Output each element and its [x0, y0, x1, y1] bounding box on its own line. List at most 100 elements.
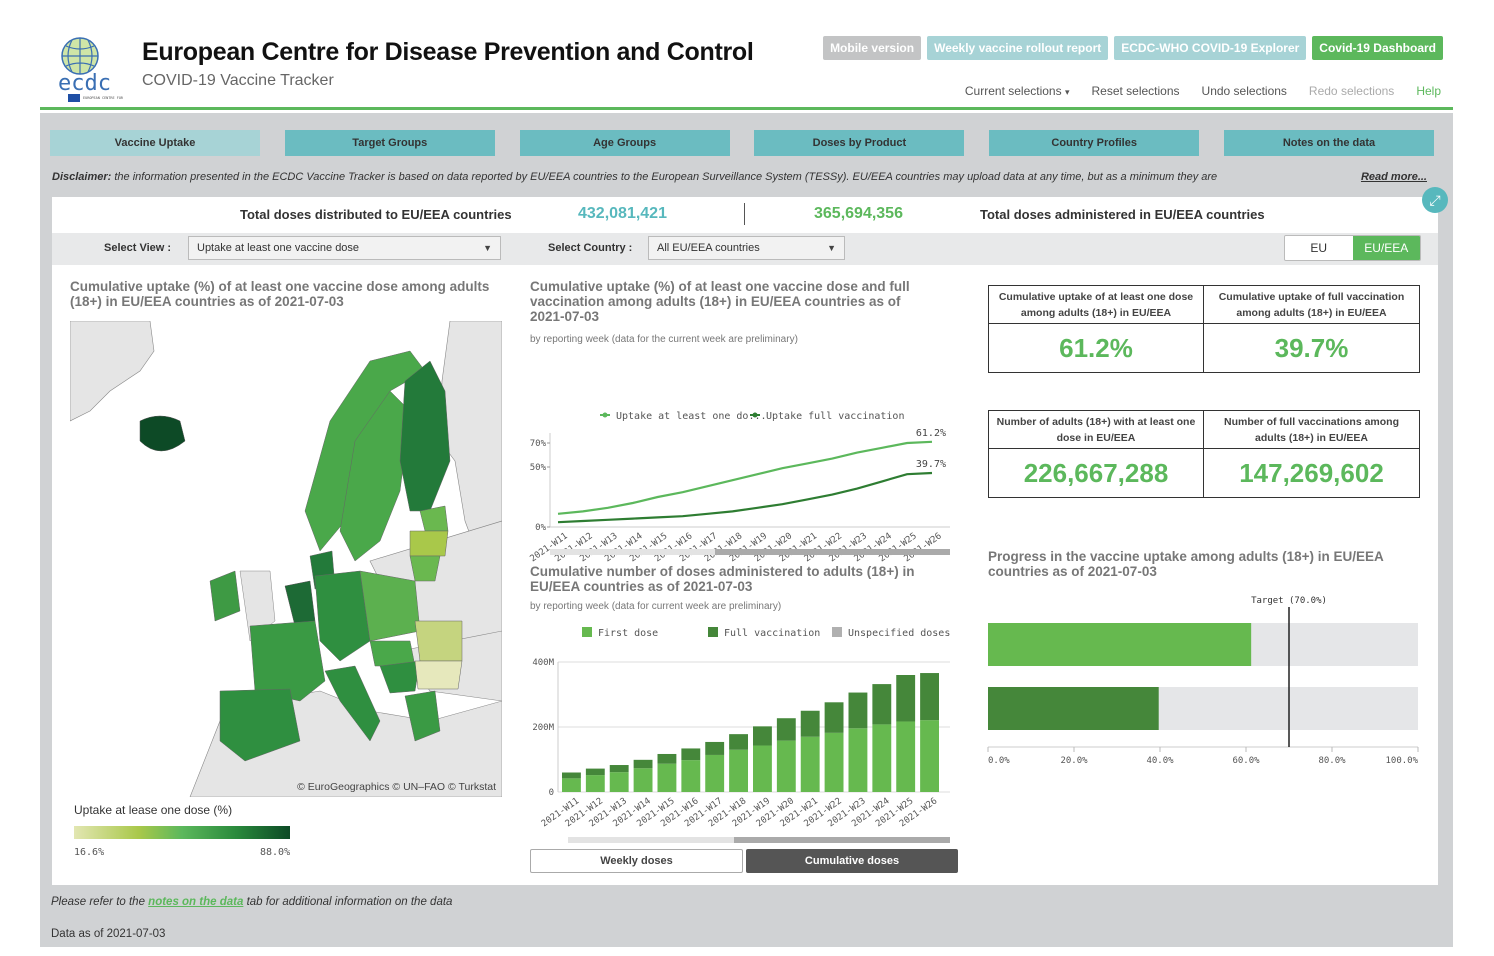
tab-notes-on-data[interactable]: Notes on the data: [1223, 130, 1434, 156]
weekly-doses-button[interactable]: Weekly doses: [530, 849, 743, 873]
tab-target-groups[interactable]: Target Groups: [284, 130, 495, 156]
disclaimer: Disclaimer: the information presented in…: [52, 171, 1217, 183]
toggle-eu[interactable]: EU: [1285, 236, 1353, 260]
app-subtitle: COVID-19 Vaccine Tracker: [142, 72, 334, 89]
disclaimer-prefix: Disclaimer:: [52, 171, 112, 183]
bar-segment: [585, 775, 605, 792]
selection-nav: Current selections ▾ Reset selections Un…: [965, 84, 1441, 98]
series-line: [557, 440, 933, 515]
toggle-eu-eea[interactable]: EU/EEA: [1352, 236, 1420, 260]
x-tick-label: 60.0%: [1232, 756, 1260, 765]
line-chart[interactable]: Uptake at least one do... Uptake full vac…: [522, 367, 962, 567]
map-legend-title: Uptake at lease one dose (%): [74, 803, 233, 817]
redo-selections-link[interactable]: Redo selections: [1308, 84, 1395, 98]
y-tick-label: 70%: [530, 439, 547, 449]
notes-on-data-link[interactable]: notes on the data: [148, 896, 244, 908]
dropdown-arrow-icon: ▼: [483, 243, 492, 253]
y-tick-label: 0%: [535, 523, 546, 533]
kpi-adult-counts: Number of adults (18+) with at least one…: [988, 410, 1420, 498]
divider: [744, 203, 745, 225]
administered-value: 365,694,356: [814, 205, 903, 222]
tab-doses-by-product[interactable]: Doses by Product: [754, 130, 965, 156]
kpi-label: Number of adults (18+) with at least one…: [989, 411, 1203, 449]
legend-label: Uptake full vaccination: [766, 411, 904, 422]
bar-segment: [776, 718, 796, 741]
legend-dot: [752, 412, 758, 418]
footer-note: Please refer to the notes on the data ta…: [51, 896, 452, 908]
x-tick-label: 40.0%: [1146, 756, 1174, 765]
bar-segment: [657, 753, 677, 764]
bar-segment: [776, 740, 796, 792]
scrollbar-thumb: [715, 549, 950, 555]
header: ecdc EUROPEAN CENTRE FOR European Centre…: [40, 0, 1453, 110]
filters-bar: Select View : Uptake at least one vaccin…: [52, 233, 1438, 265]
legend-label: Uptake at least one do...: [616, 411, 767, 422]
footer-post: tab for additional information on the da…: [243, 896, 453, 908]
x-tick-label: 80.0%: [1318, 756, 1346, 765]
reset-selections-link[interactable]: Reset selections: [1091, 84, 1180, 98]
legend-label: Full vaccination: [724, 628, 820, 639]
target-label: Target (70.0%): [1251, 596, 1327, 606]
bar-segment: [633, 768, 653, 792]
bar-segment: [753, 726, 772, 746]
svg-text:EUROPEAN CENTRE FOR: EUROPEAN CENTRE FOR: [83, 96, 124, 100]
kpi-label: Number of full vaccinations among adults…: [1204, 411, 1419, 449]
bar-chart[interactable]: First dose Full vaccination Unspecified do…: [522, 622, 962, 844]
tab-country-profiles[interactable]: Country Profiles: [989, 130, 1200, 156]
weekly-report-button[interactable]: Weekly vaccine rollout report: [927, 36, 1109, 60]
progress-chart[interactable]: 0.0% 20.0% 40.0% 60.0% 80.0% 100.0% Target (70…: [982, 585, 1428, 765]
iceland-region: [139, 415, 186, 452]
line-chart-subtitle: by reporting week (data for the current …: [530, 334, 798, 345]
totals-bar: Total doses distributed to EU/EEA countr…: [52, 197, 1438, 233]
y-tick-label: 50%: [530, 463, 547, 473]
bar-segment: [681, 760, 701, 792]
kpi-cell: Number of full vaccinations among adults…: [1204, 411, 1419, 497]
bar-segment: [800, 710, 820, 737]
bar-chart-subtitle: by reporting week (data for current week…: [530, 601, 782, 612]
kpi-cell: Cumulative uptake of at least one dose a…: [989, 286, 1204, 372]
undo-selections-link[interactable]: Undo selections: [1201, 84, 1287, 98]
x-tick-label: 20.0%: [1060, 756, 1088, 765]
bar-segment: [920, 673, 939, 721]
kpi-uptake-percent: Cumulative uptake of at least one dose a…: [988, 285, 1420, 373]
current-selections-menu[interactable]: Current selections ▾: [965, 84, 1070, 98]
bar-segment: [609, 765, 629, 773]
scrollbar-thumb: [734, 837, 950, 843]
view-select[interactable]: Uptake at least one vaccine dose ▼: [188, 236, 501, 260]
bar-segment: [896, 675, 916, 722]
view-label: Select View :: [104, 242, 172, 254]
dropdown-arrow-icon: ▼: [827, 243, 836, 253]
end-label: 61.2%: [916, 428, 946, 439]
y-tick-label: 0: [549, 788, 554, 798]
x-tick-label: 100.0%: [1385, 756, 1418, 765]
country-select[interactable]: All EU/EEA countries ▼: [648, 236, 845, 260]
bar-segment: [729, 734, 748, 750]
series-line: [557, 471, 933, 524]
country-label: Select Country :: [548, 242, 633, 254]
expand-icon[interactable]: ⤢: [1422, 187, 1448, 213]
bar-segment: [705, 741, 725, 755]
footer-pre: Please refer to the: [51, 896, 149, 908]
app-root: ecdc EUROPEAN CENTRE FOR European Centre…: [40, 0, 1453, 947]
tab-age-groups[interactable]: Age Groups: [519, 130, 730, 156]
progress-bar: [988, 687, 1159, 730]
line-chart-title: Cumulative uptake (%) of at least one va…: [530, 279, 910, 324]
progress-bar: [988, 623, 1252, 666]
ecdc-who-explorer-button[interactable]: ECDC-WHO COVID-19 Explorer: [1114, 36, 1307, 60]
map-legend-max: 88.0%: [260, 847, 291, 858]
choropleth-map[interactable]: © EuroGeographics © UN–FAO © Turkstat: [70, 321, 502, 797]
help-link[interactable]: Help: [1416, 84, 1441, 98]
legend-swatch: [708, 627, 718, 637]
kpi-value: 147,269,602: [1239, 457, 1384, 488]
tab-vaccine-uptake[interactable]: Vaccine Uptake: [50, 130, 260, 156]
bar-segment: [848, 692, 868, 729]
map-legend-gradient: [74, 826, 290, 839]
kpi-cell: Cumulative uptake of full vaccination am…: [1204, 286, 1419, 372]
mobile-version-button[interactable]: Mobile version: [823, 36, 922, 60]
read-more-link[interactable]: Read more...: [1360, 171, 1427, 183]
kpi-value: 226,667,288: [1023, 457, 1169, 488]
covid-dashboard-button[interactable]: Covid-19 Dashboard: [1312, 36, 1443, 60]
ecdc-logo: ecdc EUROPEAN CENTRE FOR: [52, 36, 130, 104]
cumulative-doses-button[interactable]: Cumulative doses: [746, 849, 958, 873]
disclaimer-text: the information presented in the ECDC Va…: [111, 171, 1218, 183]
